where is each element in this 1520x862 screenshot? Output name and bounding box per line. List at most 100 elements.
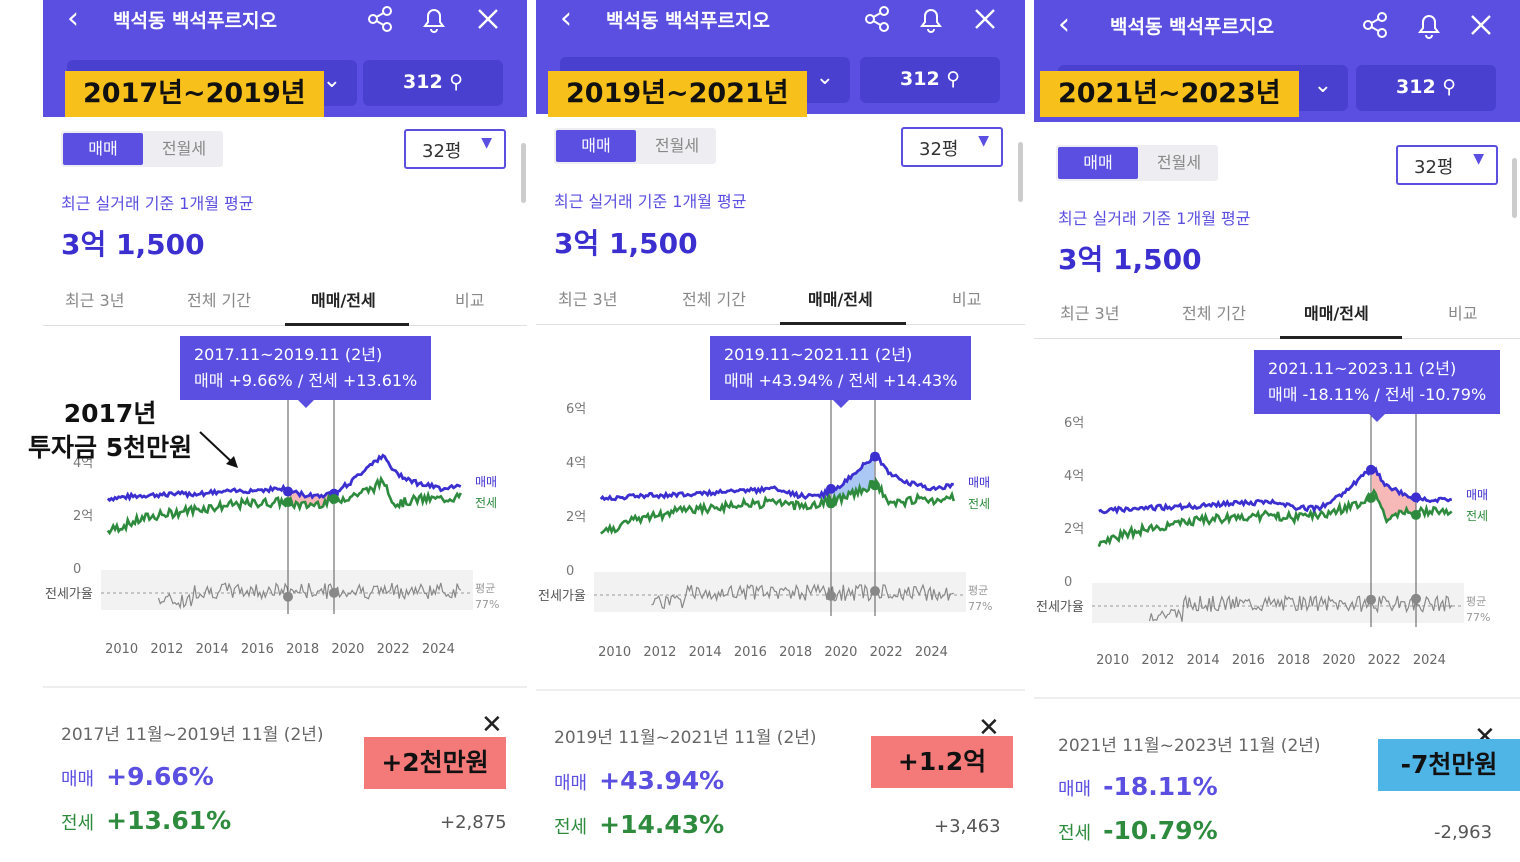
jeonse-marker-dot [1366,492,1376,503]
x-tick-label: 2024 [1413,653,1446,668]
tab-full-period[interactable]: 전체 기간 [187,291,251,310]
tab-rent[interactable]: 전월세 [654,136,700,155]
sale-change: +43.94% [599,766,725,795]
sale-marker-dot [1366,464,1376,475]
scrollbar[interactable] [1512,158,1517,218]
size-select[interactable]: 32평 ▼ [1396,145,1498,185]
close-icon[interactable] [970,4,1000,34]
close-icon[interactable]: ✕ [481,710,503,740]
gain-badge: +2천만원 [364,737,506,789]
tab-compare[interactable]: 비교 [952,290,982,309]
tooltip-period: 2017.11~2019.11 (2년) [194,345,383,364]
back-arrow-icon[interactable]: ‹ [560,1,572,36]
legend-jeonse: 전세 [475,496,497,510]
close-icon[interactable]: ✕ [978,713,1000,743]
average-price: 3억 1,500 [1058,243,1202,276]
share-icon[interactable] [1360,10,1390,40]
bell-icon[interactable] [916,4,946,34]
year-range-label: 2017년~2019년 [65,71,324,117]
active-tab-underline [1280,336,1402,339]
annotation-investment: 투자금 5천만원 [28,433,193,462]
listing-count-button[interactable]: 312 ⚲ [860,57,1000,103]
x-tick-label: 2020 [824,645,857,660]
sale-series-line [599,455,954,502]
share-icon[interactable] [365,4,395,34]
sale-change: +9.66% [106,762,214,791]
tab-recent-3y[interactable]: 최근 3년 [65,291,125,310]
tab-sale[interactable]: 매매 [556,130,636,162]
jeonse-marker-dot [329,493,339,504]
tab-recent-3y[interactable]: 최근 3년 [558,290,618,309]
x-tick-label: 2018 [779,645,812,660]
x-tick-label: 2010 [105,642,138,657]
sale-change-row: 매매 -18.11% [1058,772,1218,801]
sale-label: 매매 [1058,779,1092,800]
share-icon[interactable] [862,4,892,34]
investment-annotation: 2017년 투자금 5천만원 [28,397,192,465]
tab-compare[interactable]: 비교 [455,291,485,310]
y-tick-label: 4억 [1064,469,1084,484]
deal-type-toggle: 매매 전월세 [61,131,223,167]
tab-sale[interactable]: 매매 [1058,147,1138,179]
tooltip-period: 2021.11~2023.11 (2년) [1268,359,1457,378]
jeonse-amount: +2,875 [440,812,507,833]
tab-sale[interactable]: 매매 [63,133,143,165]
bell-icon[interactable] [419,4,449,34]
legend-jeonse: 전세 [1466,509,1488,523]
scrollbar[interactable] [521,143,526,203]
size-value: 32평 [919,139,959,160]
jeonse-series-line [1097,488,1453,548]
back-arrow-icon[interactable]: ‹ [1058,7,1070,42]
ratio-marker-dot [826,590,836,601]
x-tick-label: 2012 [150,642,183,657]
y-tick-label: 0 [566,564,574,579]
highlight-area [832,456,875,503]
avg-value: 77% [475,598,499,611]
ratio-marker-dot [1411,593,1421,604]
x-tick-label: 2024 [422,642,455,657]
period-tooltip: 2019.11~2021.11 (2년) 매매 +43.94% / 전세 +14.… [710,336,972,408]
close-icon[interactable] [1466,10,1496,40]
active-tab-underline [285,323,409,326]
size-select[interactable]: 32평 ▼ [404,129,506,169]
tooltip-period: 2019.11~2021.11 (2년) [724,345,913,364]
jeonse-label: 전세 [61,813,95,834]
jeonse-change: +14.43% [599,810,725,839]
listing-count-button[interactable]: 312 ⚲ [363,60,503,106]
tab-full-period[interactable]: 전체 기간 [682,290,746,309]
annotation-year: 2017년 [63,399,157,428]
tab-rent[interactable]: 전월세 [161,139,207,158]
selected-period: 2021년 11월~2023년 11월 (2년) [1058,736,1321,756]
sale-marker-dot [283,486,293,497]
avg-label: 평균 [968,584,988,597]
legend-sale: 매매 [1466,488,1488,502]
tab-compare[interactable]: 비교 [1448,304,1478,323]
back-arrow-icon[interactable]: ‹ [67,1,79,36]
listing-count-button[interactable]: 312 ⚲ [1356,65,1496,111]
close-icon[interactable] [473,4,503,34]
y-tick-label: 0 [1064,575,1072,590]
bell-icon[interactable] [1414,10,1444,40]
legend-sale: 매매 [968,475,990,489]
legend-sale: 매매 [475,475,497,489]
section-divider [536,689,1025,691]
tab-recent-3y[interactable]: 최근 3년 [1060,304,1120,323]
scrollbar[interactable] [1018,142,1023,202]
tab-rent[interactable]: 전월세 [1156,153,1202,172]
gain-badge: +1.2억 [871,736,1013,788]
ratio-label: 전세가율 [538,589,586,604]
ratio-band [1092,583,1464,623]
tab-sale-jeonse[interactable]: 매매/전세 [1304,304,1369,323]
tab-sale-jeonse[interactable]: 매매/전세 [808,290,873,309]
sale-label: 매매 [554,773,588,794]
dropdown-triangle-icon: ▼ [481,135,492,151]
ratio-series-line [157,582,462,610]
tab-sale-jeonse[interactable]: 매매/전세 [311,291,376,310]
size-select[interactable]: 32평 ▼ [901,127,1003,167]
tab-full-period[interactable]: 전체 기간 [1182,304,1246,323]
section-divider [1034,697,1520,699]
year-range-label: 2019년~2021년 [548,71,807,117]
